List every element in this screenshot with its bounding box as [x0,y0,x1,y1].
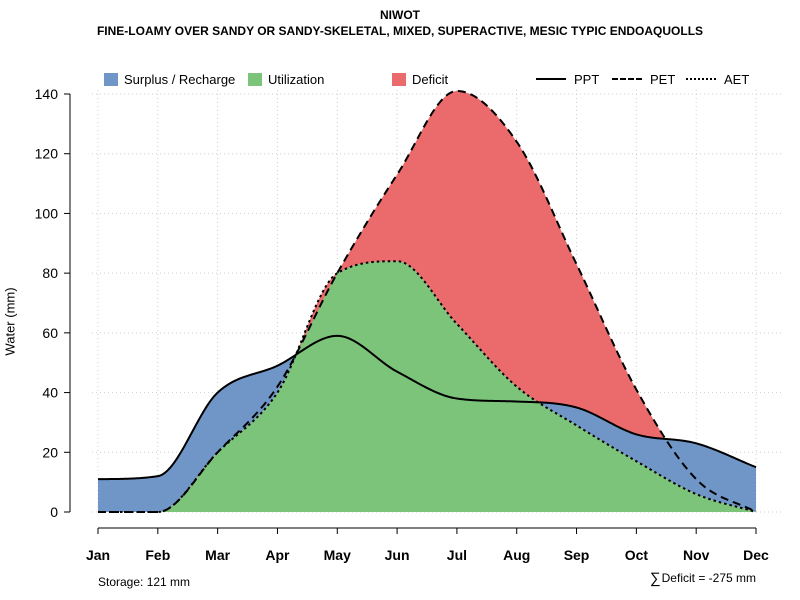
surplus-area [98,261,756,512]
x-tick-label: Jan [86,547,110,563]
x-tick-label: May [324,547,351,563]
x-tick-label: Mar [205,547,230,563]
legend-utilization-swatch [248,72,262,86]
series-ppt-line [97,334,757,481]
series-pet-line [98,90,757,513]
legend-aet-line [686,78,716,80]
x-tick-label: Oct [625,547,649,563]
chart-subtitle: FINE-LOAMY OVER SANDY OR SANDY-SKELETAL,… [96,24,704,38]
legend-ppt: PPT [536,71,599,87]
x-tick-label: Sep [564,547,590,563]
deficit-label: Deficit = -275 mm [661,571,756,585]
legend-pet-line [612,78,642,80]
y-tick-label: 100 [35,205,59,221]
legend-deficit: Deficit [392,71,448,87]
deficit-area [98,91,756,512]
x-tick-label: Dec [743,547,769,563]
legend-pet: PET [612,71,675,87]
legend-deficit-swatch [392,72,406,86]
storage-label: Storage: 121 mm [98,575,191,589]
x-tick-label: Jun [385,547,410,563]
y-tick-label: 60 [42,325,58,341]
y-tick-label: 40 [42,385,58,401]
deficit-summary: ∑Deficit = -275 mm [650,570,756,587]
legend-pet-label: PET [650,71,676,87]
legend-ppt-label: PPT [574,71,600,87]
y-tick-label: 120 [35,146,59,162]
legend-surplus-swatch [104,72,118,86]
legend-aet: AET [686,71,749,87]
x-tick-label: Jul [447,547,467,563]
y-tick-label: 0 [50,504,58,520]
legend-ppt-line [536,78,566,80]
x-tick-label: Nov [683,547,710,563]
x-tick-label: Aug [503,547,530,563]
sigma-symbol: ∑ [649,570,661,587]
y-tick-label: 140 [35,86,59,102]
y-tick-label: 20 [42,444,58,460]
chart-title: NIWOT [380,8,420,22]
y-axis-label: Water (mm) [2,287,18,356]
legend-surplus: Surplus / Recharge [104,71,235,87]
legend-utilization: Utilization [248,71,324,87]
legend-aet-label: AET [724,71,750,87]
utilization-area [98,261,756,512]
legend-utilization-label: Utilization [268,71,325,87]
x-tick-label: Apr [265,547,290,563]
y-tick-label: 80 [42,265,58,281]
x-tick-label: Feb [145,547,170,563]
legend-deficit-label: Deficit [412,71,449,87]
series-aet-line [98,260,757,513]
legend-surplus-label: Surplus / Recharge [124,71,236,87]
